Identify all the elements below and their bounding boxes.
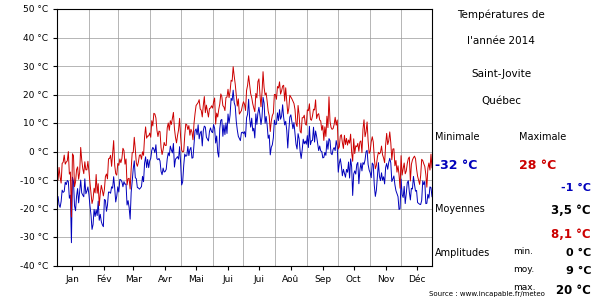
Text: -32 °C: -32 °C	[435, 159, 478, 172]
Text: Températures de: Températures de	[457, 9, 545, 20]
Text: Saint-Jovite: Saint-Jovite	[471, 69, 531, 79]
Text: l'année 2014: l'année 2014	[467, 36, 535, 46]
Text: 3,5 °C: 3,5 °C	[551, 204, 591, 217]
Text: Minimale: Minimale	[435, 132, 479, 142]
Text: 9 °C: 9 °C	[566, 266, 591, 275]
Text: moy.: moy.	[513, 266, 534, 274]
Text: Source : www.incapable.fr/meteo: Source : www.incapable.fr/meteo	[429, 291, 545, 297]
Text: max.: max.	[513, 284, 536, 292]
Text: Moyennes: Moyennes	[435, 204, 485, 214]
Text: 8,1 °C: 8,1 °C	[551, 228, 591, 241]
Text: Amplitudes: Amplitudes	[435, 248, 490, 257]
Text: 20 °C: 20 °C	[556, 284, 591, 296]
Text: Québec: Québec	[481, 96, 521, 106]
Text: min.: min.	[513, 248, 533, 256]
Text: -1 °C: -1 °C	[561, 183, 591, 193]
Text: 28 °C: 28 °C	[519, 159, 556, 172]
Text: 0 °C: 0 °C	[566, 248, 591, 257]
Text: Maximale: Maximale	[519, 132, 566, 142]
